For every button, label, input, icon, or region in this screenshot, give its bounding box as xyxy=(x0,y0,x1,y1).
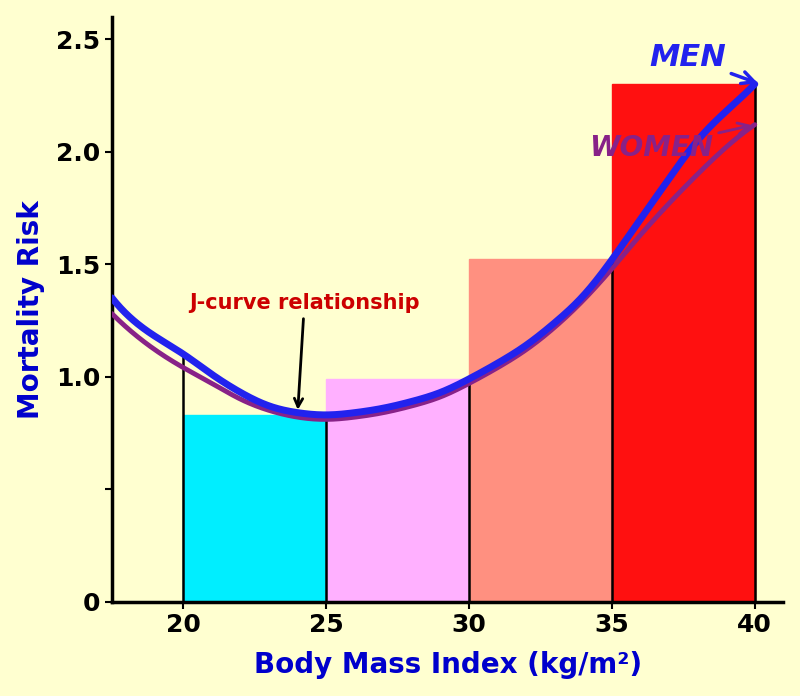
Bar xyxy=(612,84,754,601)
Bar xyxy=(326,379,469,601)
Text: MEN: MEN xyxy=(649,43,754,84)
Text: J-curve relationship: J-curve relationship xyxy=(189,293,420,406)
Bar xyxy=(183,415,326,601)
X-axis label: Body Mass Index (kg/m²): Body Mass Index (kg/m²) xyxy=(254,651,642,679)
Text: WOMEN: WOMEN xyxy=(589,123,749,162)
Y-axis label: Mortality Risk: Mortality Risk xyxy=(17,200,45,418)
Bar xyxy=(469,260,612,601)
